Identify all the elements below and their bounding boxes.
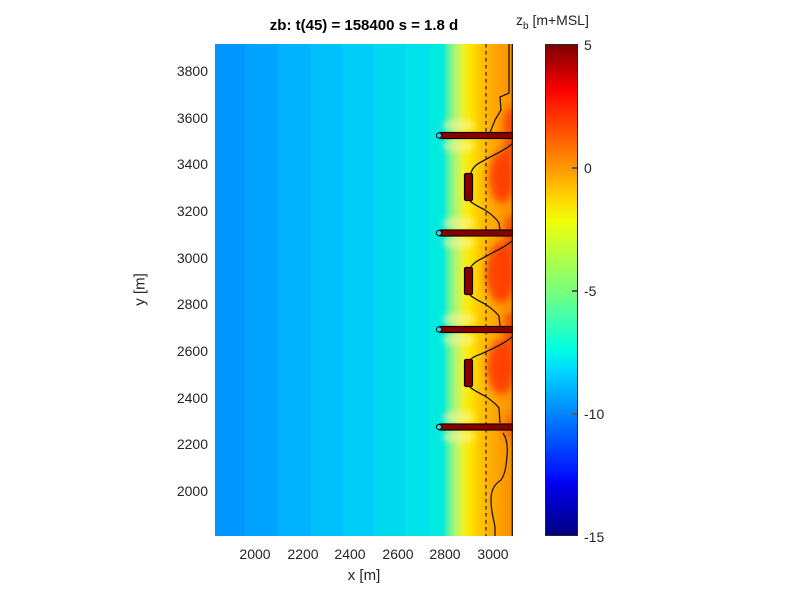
y-axis-label: y [m]	[131, 273, 149, 306]
x-tick: 2600	[382, 546, 414, 562]
x-axis-label: x [m]	[347, 567, 381, 584]
colorbar-tickmark	[572, 290, 577, 292]
wave-shadow-pockets	[442, 119, 476, 443]
x-tick: 2400	[334, 546, 366, 562]
colorbar	[545, 44, 578, 536]
y-tick: 3400	[176, 156, 208, 172]
y-tick: 2400	[176, 390, 208, 406]
x-tick: 2000	[239, 546, 271, 562]
x-tick: 2200	[287, 546, 319, 562]
colorbar-tick: -10	[584, 406, 605, 422]
y-tick: 2000	[176, 483, 208, 499]
colorbar-tick: 5	[584, 37, 592, 53]
colorbar-title: zb [m+MSL]	[516, 12, 589, 32]
x-tick: 2800	[429, 546, 461, 562]
y-tick: 3600	[176, 110, 208, 126]
breakwaters	[463, 172, 474, 388]
colorbar-tickmark	[572, 413, 577, 415]
colorbar-tick: 0	[584, 160, 592, 176]
y-tick: 2800	[176, 296, 208, 312]
plot-title: zb: t(45) = 158400 s = 1.8 d	[269, 17, 459, 34]
zero-contour	[469, 44, 513, 536]
y-tick: 3200	[176, 203, 208, 219]
y-tick: 2600	[176, 343, 208, 359]
groyne-head-markers	[435, 132, 443, 431]
colorbar-tickmark	[572, 167, 577, 169]
y-tick: 3000	[176, 250, 208, 266]
colorbar-tick: -15	[584, 529, 605, 545]
y-tick: 2200	[176, 436, 208, 452]
colorbar-tick: -5	[584, 283, 597, 299]
y-tick: 3800	[176, 63, 208, 79]
x-tick: 3000	[477, 546, 509, 562]
bathymetry-heatmap	[215, 44, 513, 536]
